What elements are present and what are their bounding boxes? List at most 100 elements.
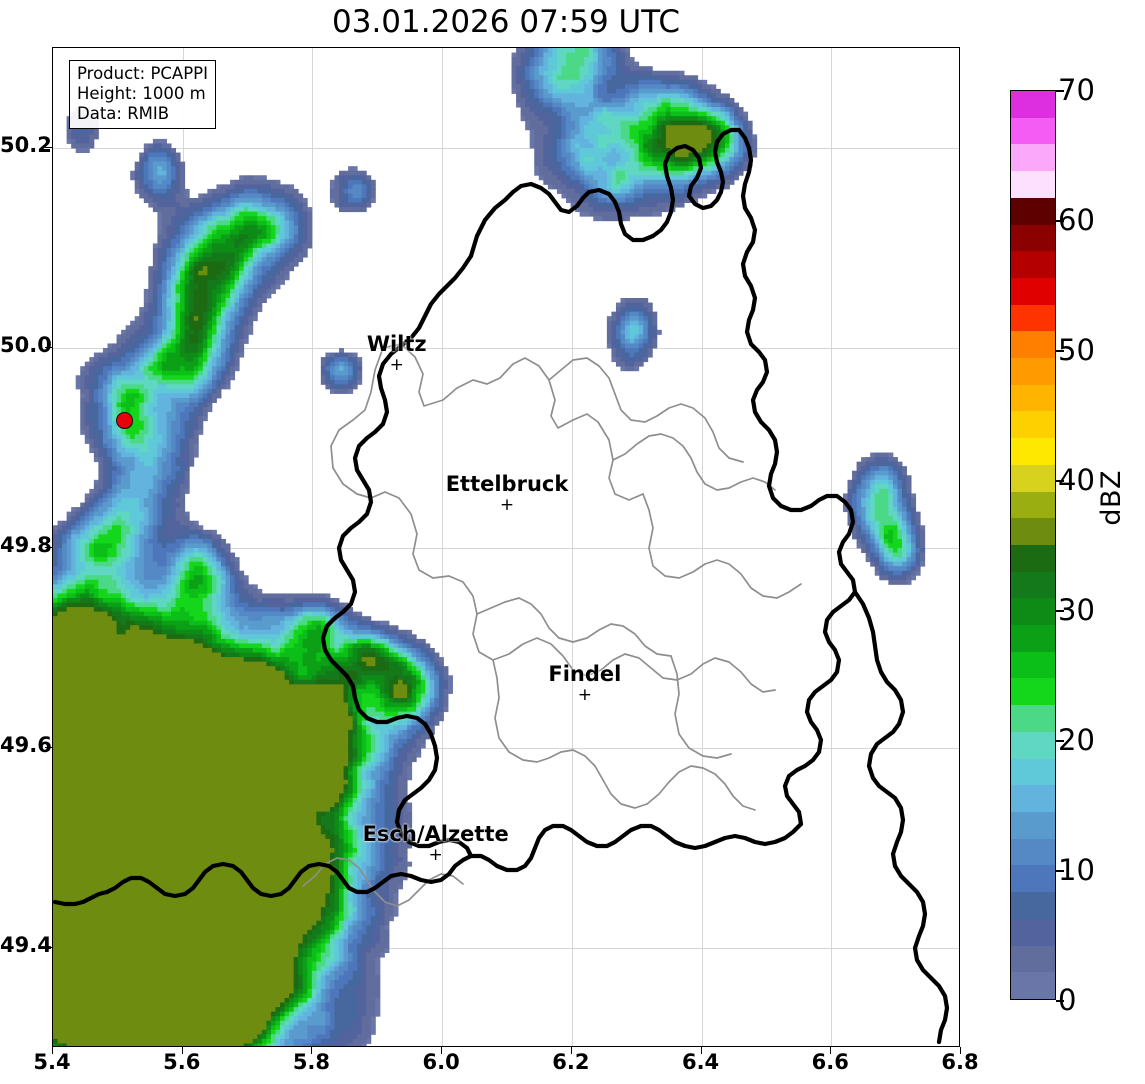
canton-borders: [302, 343, 802, 907]
colorbar-band: [1011, 438, 1055, 465]
colorbar-label: dBZ: [1096, 470, 1127, 526]
colorbar-band: [1011, 251, 1055, 278]
colorbar-tick-mark: [1056, 740, 1064, 742]
colorbar-band: [1011, 518, 1055, 545]
colorbar: [1010, 90, 1056, 1000]
grid-line-vertical: [571, 48, 573, 1046]
colorbar-band: [1011, 758, 1055, 786]
colorbar-tick-mark: [1056, 350, 1064, 352]
city-marker-icon: +: [577, 685, 592, 705]
colorbar-band: [1011, 91, 1055, 118]
grid-line-vertical: [701, 48, 703, 1046]
x-axis-tick-mark: [441, 1047, 443, 1054]
colorbar-band: [1011, 571, 1055, 599]
colorbar-band: [1011, 785, 1055, 812]
x-axis-tick-mark: [181, 1047, 183, 1054]
colorbar-band: [1011, 598, 1055, 626]
colorbar-tick-label: 0: [1058, 983, 1077, 1017]
x-axis-tick-mark: [700, 1047, 702, 1054]
colorbar-tick-mark: [1056, 220, 1064, 222]
colorbar-band: [1011, 918, 1055, 946]
y-axis-tick-mark: [45, 947, 52, 948]
y-axis-tick-mark: [45, 547, 52, 548]
radar-plot-area[interactable]: Product: PCAPPI Height: 1000 m Data: RMI…: [52, 47, 960, 1047]
colorbar-band: [1011, 811, 1055, 839]
x-axis-tick-mark: [570, 1047, 572, 1054]
x-axis-tick-label: 6.4: [681, 1050, 720, 1074]
colorbar-tick-label: 50: [1058, 333, 1095, 367]
city-marker-icon: +: [428, 845, 443, 865]
colorbar-band: [1011, 892, 1055, 919]
city-label-wiltz: Wiltz +: [367, 332, 427, 374]
colorbar-band: [1011, 838, 1055, 866]
city-name: Ettelbruck: [445, 472, 569, 496]
y-axis-tick-mark: [45, 347, 52, 348]
page-title: 03.01.2026 07:59 UTC: [332, 4, 680, 40]
info-product: Product: PCAPPI: [77, 64, 208, 83]
y-axis-tick-mark: [45, 147, 52, 148]
colorbar-tick-mark: [1056, 870, 1064, 872]
grid-line-vertical: [312, 48, 314, 1046]
x-axis-tick-mark: [960, 1047, 961, 1054]
colorbar-tick-label: 60: [1058, 203, 1095, 237]
colorbar-band: [1011, 491, 1055, 519]
colorbar-band: [1011, 277, 1055, 305]
grid-line-horizontal: [53, 548, 959, 549]
colorbar-band: [1011, 171, 1055, 198]
grid-line-horizontal: [53, 148, 959, 149]
colorbar-band: [1011, 731, 1055, 759]
x-axis-tick-label: 5.8: [292, 1050, 331, 1074]
colorbar-band: [1011, 304, 1055, 332]
colorbar-tick-label: 10: [1058, 853, 1095, 887]
city-name: Esch/Alzette: [362, 822, 509, 846]
grid-line-vertical: [831, 48, 833, 1046]
y-axis-tick-label: 49.8: [0, 533, 52, 557]
city-name: Wiltz: [366, 332, 427, 356]
colorbar-band: [1011, 651, 1055, 679]
colorbar-tick-mark: [1056, 480, 1064, 482]
y-axis-tick-label: 50.2: [0, 133, 52, 157]
colorbar-band: [1011, 384, 1055, 412]
info-data: Data: RMIB: [77, 104, 170, 124]
x-axis-tick-label: 6.8: [941, 1050, 979, 1074]
colorbar-band: [1011, 197, 1055, 225]
x-axis-tick-mark: [52, 1047, 53, 1054]
colorbar-band: [1011, 224, 1055, 252]
colorbar-band: [1011, 358, 1055, 385]
colorbar-tick-mark: [1056, 90, 1064, 92]
info-box: Product: PCAPPI Height: 1000 m Data: RMI…: [69, 60, 216, 130]
colorbar-tick-mark: [1056, 1000, 1064, 1002]
grid-line-horizontal: [53, 348, 959, 349]
colorbar-band: [1011, 144, 1055, 172]
colorbar-band: [1011, 865, 1055, 893]
colorbar-band: [1011, 625, 1055, 652]
y-axis-tick-label: 50.0: [0, 333, 52, 357]
city-marker-icon: +: [499, 495, 515, 515]
grid-line-horizontal: [53, 948, 959, 949]
y-axis-tick-label: 49.4: [0, 933, 52, 957]
x-axis-tick-mark: [830, 1047, 832, 1054]
colorbar-band: [1011, 945, 1055, 973]
radar-station-marker[interactable]: [116, 412, 134, 429]
city-label-findel: Findel +: [548, 662, 621, 704]
colorbar-band: [1011, 678, 1055, 706]
colorbar-band: [1011, 117, 1055, 145]
colorbar-band: [1011, 972, 1055, 999]
x-axis-tick-label: 5.6: [163, 1050, 201, 1074]
country-border-luxembourg: [53, 127, 950, 1045]
y-axis-tick-mark: [45, 747, 52, 748]
colorbar-tick-mark: [1056, 610, 1064, 612]
city-label-esch-alzette: Esch/Alzette +: [363, 822, 509, 864]
city-label-ettelbruck: Ettelbruck +: [446, 472, 569, 514]
x-axis-tick-label: 6.0: [422, 1050, 460, 1074]
x-axis-tick-label: 6.2: [552, 1050, 590, 1074]
colorbar-tick-label: 20: [1058, 723, 1095, 757]
city-marker-icon: +: [389, 355, 404, 375]
x-axis-tick-label: 5.4: [33, 1050, 71, 1074]
colorbar-band: [1011, 464, 1055, 492]
y-axis-tick-label: 49.6: [0, 733, 52, 757]
colorbar-band: [1011, 411, 1055, 439]
info-height: Height: 1000 m: [77, 84, 206, 104]
colorbar-tick-label: 40: [1058, 463, 1095, 497]
